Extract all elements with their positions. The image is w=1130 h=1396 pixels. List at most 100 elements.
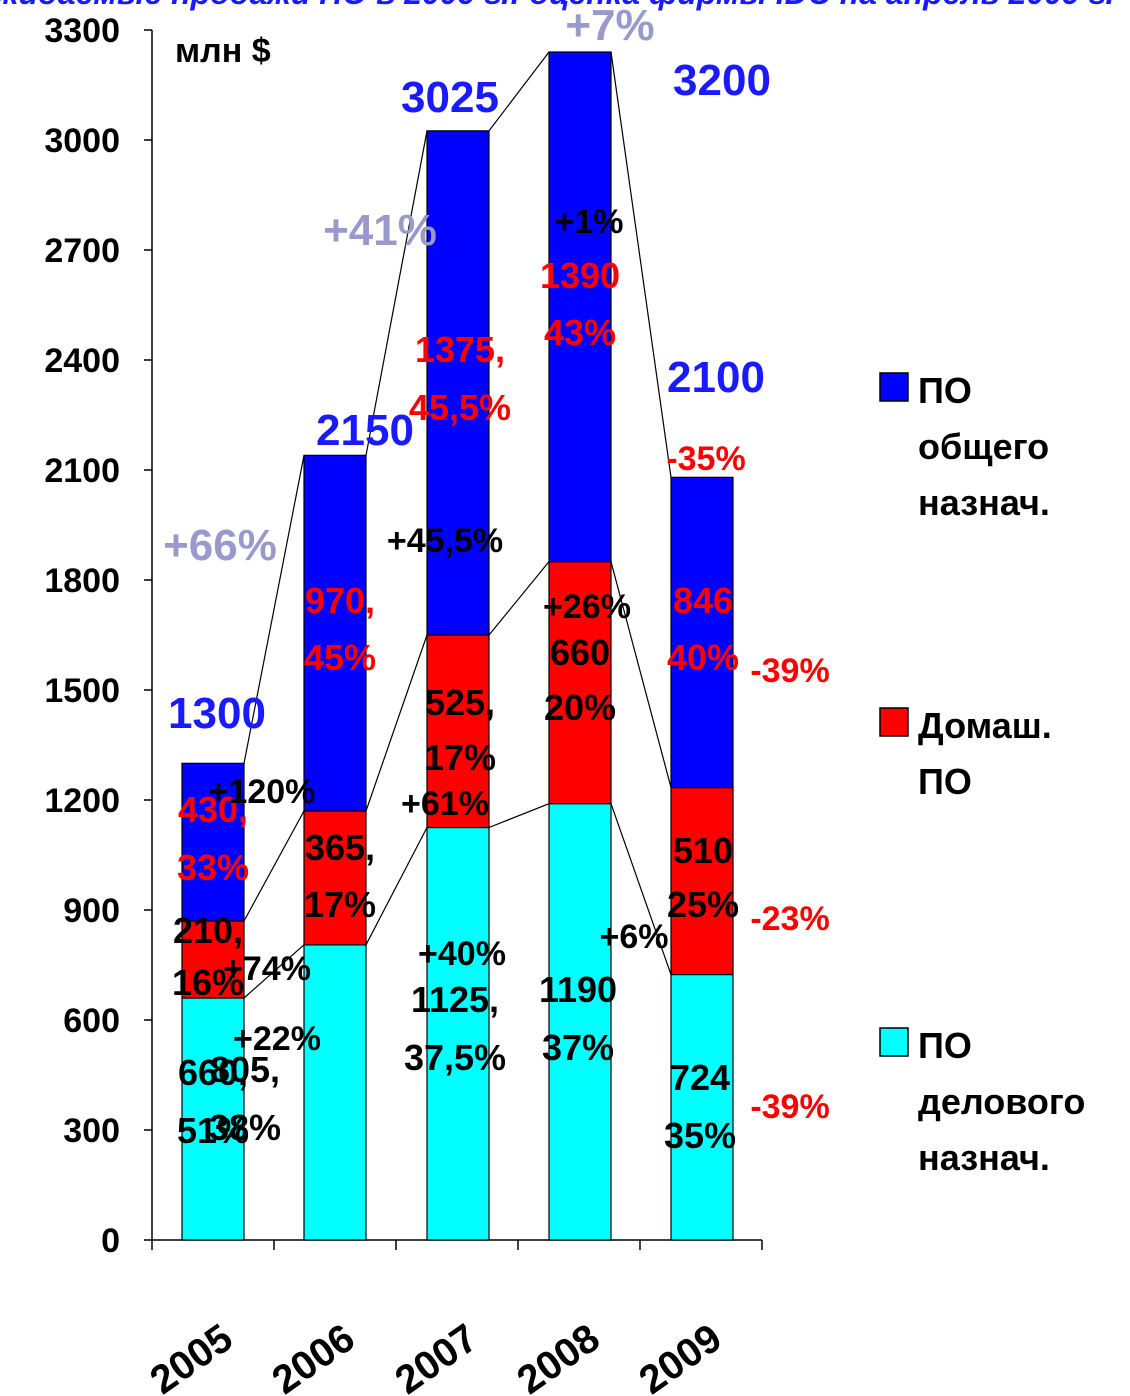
segment-value-label: 805, [210,1049,280,1090]
segment-value-label: 1390 [540,255,620,296]
segment-value-label: 365, [305,827,375,868]
legend-label: ПО общего назнач. [918,370,1050,523]
bar-segment [181,762,245,922]
segment-value-label: 660, [178,1052,248,1093]
unit-label: млн $ [175,32,271,70]
home-growth-label: +26% [543,588,631,626]
segment-share-label: 40% [667,637,739,678]
bar-segment [181,997,245,1241]
total-growth-label: +41% [323,206,437,255]
bar-segment [548,803,612,1241]
connector-line [488,561,550,636]
business-growth-label: +22% [233,1020,321,1058]
segment-value-label: 724 [670,1057,730,1098]
connector-line [243,944,305,999]
y-tick-label: 1200 [44,782,120,820]
total-label: 2100 [667,353,765,402]
connector-line [243,455,305,764]
total-growth-label: +66% [163,521,277,570]
segment-value-label: 970, [305,580,375,621]
segment-value-label: 1375, [415,329,505,370]
y-tick-label: 300 [63,1112,120,1150]
bar-segment [303,454,367,812]
total-label: 2150 [316,406,414,455]
bar-segment [426,634,490,829]
bar-segment [548,561,612,805]
x-tick-label: 2007 [387,1316,485,1396]
segment-share-label: 33% [177,847,249,888]
segment-share-label: 16% [172,962,244,1003]
total-label: 3200 [673,56,771,105]
legend-label: Домаш. ПО [918,705,1052,802]
bar-segment [670,973,734,1241]
y-tick-label: 1800 [44,562,120,600]
segment-share-label: 45% [304,637,376,678]
y-tick-label: 600 [63,1002,120,1040]
bar-segment [548,51,612,563]
segment-share-label: 38% [209,1107,281,1148]
y-tick-label: 900 [63,892,120,930]
connector-line [610,803,672,975]
segment-value-label: 210, [173,910,243,951]
segment-share-label: 37% [542,1027,614,1068]
segment-value-label: 660 [550,632,610,673]
business-growth-label: -39% [750,1088,829,1126]
home-growth-label: +61% [401,785,489,823]
segment-share-label: 20% [544,687,616,728]
segment-share-label: 35% [664,1115,736,1156]
connector-line [365,130,428,456]
segment-share-label: 17% [424,737,496,778]
legend-swatch [879,1027,909,1057]
segment-share-label: 45,5% [409,387,511,428]
bar-segment [426,826,490,1241]
segment-value-label: 525, [425,682,495,723]
connector-line [610,561,672,788]
chart-title: Ожидаемые продажи ПО в 2009 г.: оценка ф… [0,0,1114,11]
segment-value-label: 846 [673,580,733,621]
segment-share-label: 37,5% [404,1037,506,1078]
bar-segment [181,920,245,999]
segment-value-label: 510 [673,830,733,871]
segment-share-label: 25% [667,884,739,925]
bar-segment [303,944,367,1241]
bar-segment [426,130,490,636]
connector-line [610,51,672,478]
general-growth-label: +120% [209,773,316,811]
x-tick-label: 2009 [631,1316,729,1396]
y-tick-label: 3000 [44,122,120,160]
y-tick-label: 1500 [44,672,120,710]
x-tick-label: 2005 [142,1316,240,1396]
general-growth-label: +1% [555,203,624,241]
general-growth-label: +45,5% [387,522,503,560]
bar-segment [670,786,734,976]
legend-label: ПО делового назнач. [918,1025,1085,1178]
segment-share-label: 43% [544,312,616,353]
legend-swatch [879,372,909,402]
connector-line [488,803,550,829]
segment-value-label: 1125, [411,979,499,1020]
total-growth-label: -35% [666,440,745,478]
business-growth-label: +40% [418,935,506,973]
y-tick-label: 0 [101,1222,120,1260]
total-label: 3025 [401,73,499,122]
legend-swatch [879,707,909,737]
y-tick-label: 3300 [44,12,120,50]
y-tick-label: 2700 [44,232,120,270]
connector-line [365,634,428,812]
x-tick-label: 2008 [509,1316,607,1396]
connector-line [243,810,305,922]
y-tick-label: 2100 [44,452,120,490]
segment-share-label: 51% [177,1110,249,1151]
connector-line [365,827,428,946]
connector-line [488,51,550,132]
segment-value-label: 430, [178,789,248,830]
home-growth-label: +74% [223,950,311,988]
segment-value-label: 1190 [539,969,617,1010]
general-growth-label: -39% [750,652,829,690]
total-growth-label: +7% [565,1,654,50]
y-tick-label: 2400 [44,342,120,380]
business-growth-label: +6% [600,918,669,956]
home-growth-label: -23% [750,900,829,938]
x-tick-label: 2006 [264,1316,362,1396]
